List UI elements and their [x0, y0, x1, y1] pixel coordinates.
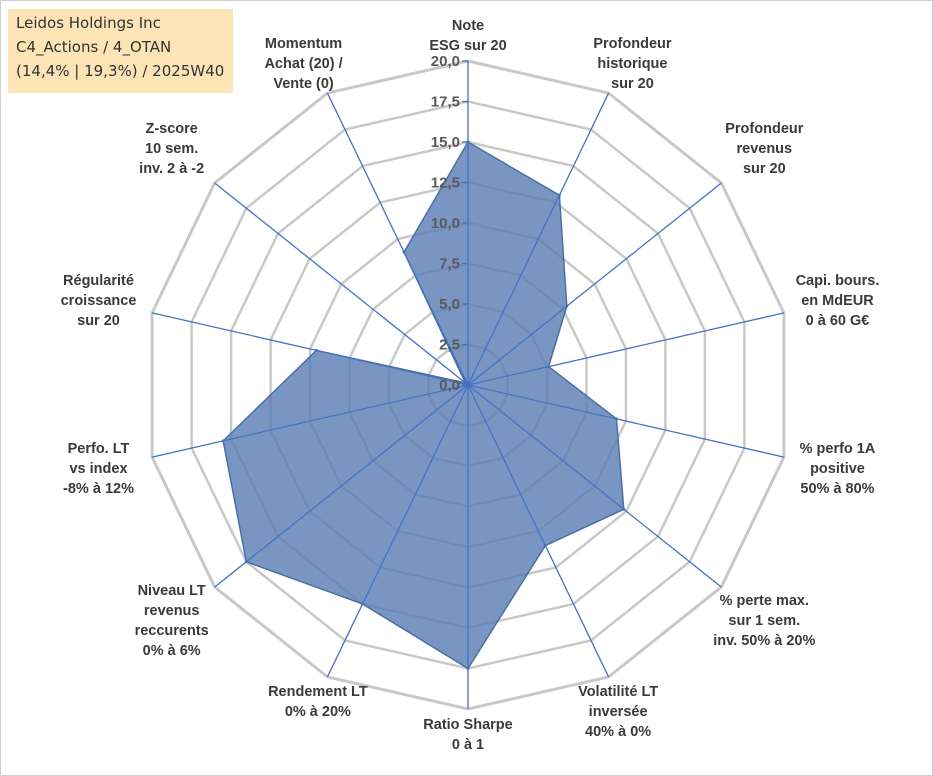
axis-spoke [467, 384, 722, 588]
axis-spoke [214, 384, 469, 588]
axis-label: Niveau LT revenus reccurents 0% à 6% [135, 581, 209, 661]
axis-label-line: inv. 2 à -2 [139, 160, 205, 177]
axis-label: Ratio Sharpe 0 à 1 [423, 715, 512, 755]
axis-label-line: inv. 50% à 20% [713, 633, 816, 650]
tick-label: 15,0 [431, 134, 460, 151]
axis-label-line: 0% à 6% [142, 643, 201, 660]
axis-label: Capi. bours. en MdEUR 0 à 60 G€ [796, 271, 880, 331]
axis-label-line: sur 20 [742, 160, 786, 177]
axis-spoke [326, 384, 469, 678]
tick-label: 7,5 [439, 256, 460, 273]
axis-label-line: ESG sur 20 [429, 38, 507, 54]
axis-label-line: revenus [143, 603, 200, 620]
axis-label-line: revenus [736, 140, 793, 157]
axis-label-line: 0 à 1 [451, 737, 485, 753]
axis-label-line: 0 à 60 G€ [805, 312, 870, 329]
axis-label-line: historique [597, 56, 668, 73]
axis-label-line: inversée [588, 703, 648, 720]
axis-label-line: Niveau LT [137, 583, 206, 600]
axis-label: Rendement LT 0% à 20% [268, 682, 368, 722]
info-category: C4_Actions / 4_OTAN [16, 38, 172, 56]
axis-label-line: Profondeur [725, 120, 804, 137]
tick-label: 5,0 [439, 296, 460, 313]
axis-label-line: Profondeur [593, 36, 672, 53]
axis-label: % perfo 1A positive 50% à 80% [800, 439, 876, 499]
axis-label-line: vs index [69, 461, 128, 478]
axis-label-line: 10 sem. [145, 140, 199, 157]
axis-label-line: positive [810, 461, 865, 478]
axis-spoke [467, 92, 610, 386]
tick-label: 20,0 [431, 53, 460, 70]
axis-label-line: Perfo. LT [67, 441, 130, 458]
axis-spoke [467, 182, 722, 386]
axis-spoke [326, 92, 469, 386]
axis-label-line: Z-score [145, 120, 198, 137]
axis-spoke [151, 384, 469, 458]
axis-label: Perfo. LT vs index -8% à 12% [63, 439, 134, 499]
axis-label-line: en MdEUR [801, 292, 874, 309]
axis-label-line: Note [451, 18, 485, 34]
axis-label-line: Régularité [63, 272, 134, 289]
axis-label-line: Vente (0) [273, 76, 334, 93]
axis-label-line: Achat (20) / [264, 56, 343, 73]
tick-label: 17,5 [431, 94, 460, 111]
axis-label-line: 0% à 20% [284, 703, 351, 720]
axis-label-line: 50% à 80% [800, 481, 875, 498]
data-polygon [222, 140, 625, 670]
axis-label-line: Volatilité LT [578, 683, 659, 700]
tick-label: 12,5 [431, 175, 460, 192]
tick-label: 10,0 [431, 215, 460, 232]
axis-label: Note ESG sur 20 [429, 16, 506, 56]
info-company: Leidos Holdings Inc [16, 14, 161, 32]
axis-spoke [467, 384, 610, 678]
axis-label-line: Ratio Sharpe [423, 717, 513, 733]
axis-label: Régularité croissance sur 20 [61, 271, 137, 331]
axis-label: Momentum Achat (20) / Vente (0) [264, 34, 342, 94]
axis-label: % perte max. sur 1 sem. inv. 50% à 20% [713, 591, 815, 651]
axis-label-line: 40% à 0% [585, 723, 652, 740]
axis-label: Z-score 10 sem. inv. 2 à -2 [139, 119, 204, 179]
axis-label-line: croissance [60, 292, 137, 309]
axis-label-line: reccurents [134, 623, 209, 640]
axis-label-line: Capi. bours. [795, 272, 880, 289]
axis-spoke [467, 312, 785, 386]
axis-label: Profondeur historique sur 20 [593, 34, 671, 94]
axis-label-line: % perfo 1A [799, 441, 876, 458]
axis-spoke [214, 182, 469, 386]
axis-spoke [467, 384, 785, 458]
axis-label-line: % perte max. [719, 593, 810, 610]
tick-label: 2,5 [439, 337, 460, 354]
axis-label: Profondeur revenus sur 20 [725, 119, 803, 179]
info-period: (14,4% | 19,3%) / 2025W40 [16, 62, 225, 80]
tick-label: 0,0 [439, 377, 460, 394]
axis-label-line: Momentum [264, 36, 343, 53]
info-box: Leidos Holdings Inc C4_Actions / 4_OTAN … [8, 9, 233, 93]
axis-spoke [151, 312, 469, 386]
axis-label-line: sur 1 sem. [728, 613, 801, 630]
axis-label-line: sur 20 [77, 312, 120, 329]
axis-label-line: Rendement LT [268, 683, 368, 700]
axis-label: Volatilité LT inversée 40% à 0% [578, 682, 658, 742]
axis-label-line: -8% à 12% [63, 481, 134, 498]
axis-label-line: sur 20 [611, 76, 654, 93]
